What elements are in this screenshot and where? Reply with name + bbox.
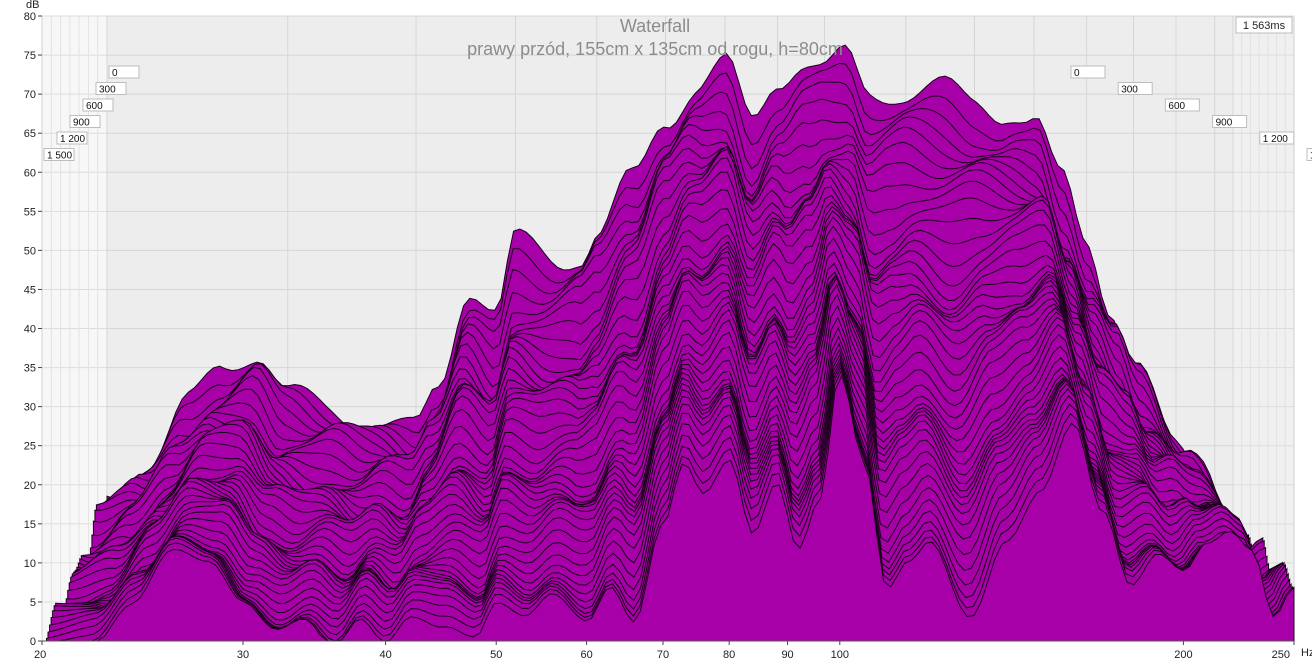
y-tick-label: 65 (24, 128, 36, 140)
time-tick-left: 0 (108, 65, 140, 79)
waterfall-slice (45, 365, 1292, 642)
x-tick-label: 30 (237, 649, 249, 661)
x-tick-label: 80 (723, 649, 735, 661)
time-tick-right-label: 1 200 (1263, 134, 1288, 145)
waterfall-slice (42, 373, 1295, 642)
time-tick-right: 600 (1164, 98, 1200, 112)
time-tick-left-label: 300 (99, 85, 116, 96)
time-tick-left-label: 600 (86, 101, 103, 112)
waterfall-slices (42, 44, 1295, 642)
time-tick-left: 1 200 (56, 131, 88, 145)
y-tick-label: 15 (24, 519, 36, 531)
time-tick-left: 600 (82, 98, 114, 112)
y-tick-label: 55 (24, 206, 36, 218)
time-tick-right: 300 (1117, 82, 1153, 96)
y-tick-label: 0 (30, 636, 36, 648)
x-tick-label: 20 (34, 649, 46, 661)
y-tick-label: 40 (24, 324, 36, 336)
time-axis-max-label: 1 563ms (1243, 20, 1286, 32)
y-tick-label: 50 (24, 245, 36, 257)
x-tick-label: 40 (379, 649, 391, 661)
y-tick-label: 75 (24, 50, 36, 62)
time-tick-left: 300 (95, 82, 127, 96)
time-tick-right: 0 (1070, 65, 1106, 79)
time-tick-right-label: 900 (1216, 118, 1233, 129)
time-axis-max-badge: 1 563ms (1235, 16, 1293, 34)
y-tick-label: 20 (24, 480, 36, 492)
y-tick-label: 80 (24, 11, 36, 23)
time-tick-right-label: 1 500 (1310, 151, 1312, 162)
y-tick-label: 70 (24, 89, 36, 101)
chart-subtitle: prawy przód, 155cm x 135cm od rogu, h=80… (467, 39, 843, 59)
x-axis-unit: Hz (1301, 647, 1312, 659)
x-tick-label: 100 (831, 649, 849, 661)
y-tick-label: 35 (24, 363, 36, 375)
time-tick-left-label: 900 (73, 118, 90, 129)
x-tick-label: 200 (1174, 649, 1192, 661)
y-tick-label: 60 (24, 167, 36, 179)
chart-title: Waterfall (620, 16, 690, 36)
time-tick-right-label: 600 (1168, 101, 1185, 112)
x-tick-label: 250 (1272, 649, 1290, 661)
x-tick-label: 60 (580, 649, 592, 661)
y-axis-unit: dB (26, 0, 39, 11)
time-tick-left-label: 0 (112, 68, 118, 79)
time-tick-right: 900 (1212, 115, 1248, 129)
y-tick-label: 45 (24, 284, 36, 296)
x-tick-label: 50 (490, 649, 502, 661)
time-tick-right: 1 500 (1306, 148, 1312, 162)
x-tick-label: 70 (657, 649, 669, 661)
y-tick-label: 30 (24, 402, 36, 414)
y-tick-label: 5 (30, 597, 36, 609)
time-tick-right-label: 300 (1121, 85, 1138, 96)
time-tick-left: 900 (69, 115, 101, 129)
time-tick-left-label: 1 200 (60, 134, 85, 145)
time-tick-right: 1 200 (1259, 131, 1295, 145)
x-tick-label: 90 (781, 649, 793, 661)
y-tick-label: 25 (24, 441, 36, 453)
time-tick-left: 1 500 (43, 148, 75, 162)
time-tick-right-label: 0 (1074, 68, 1080, 79)
time-tick-left-label: 1 500 (47, 151, 72, 162)
y-tick-label: 10 (24, 558, 36, 570)
